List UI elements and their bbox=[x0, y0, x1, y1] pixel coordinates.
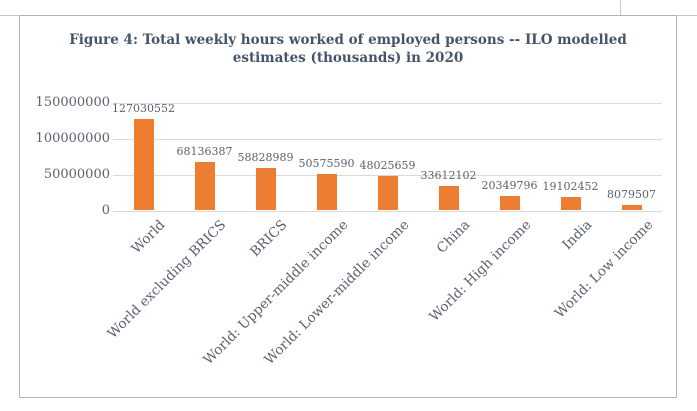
chart-title-line-1: Figure 4: Total weekly hours worked of e… bbox=[69, 32, 627, 48]
data-label-world-upper-middle-income: 50575590 bbox=[298, 157, 355, 171]
bar-india[interactable] bbox=[560, 196, 581, 211]
data-label-brics: 58828989 bbox=[237, 151, 294, 165]
bar-brics[interactable] bbox=[255, 168, 276, 211]
data-label-world-high-income: 20349796 bbox=[481, 178, 538, 192]
x-axis-line bbox=[113, 210, 662, 212]
bar-world-high-income[interactable] bbox=[499, 195, 520, 211]
bar-world-excluding-brics[interactable] bbox=[194, 161, 215, 211]
data-label-china: 33612102 bbox=[420, 169, 477, 183]
data-label-world-excluding-brics: 68136387 bbox=[176, 144, 233, 158]
y-axis-tick-label: 50000000 bbox=[43, 166, 110, 182]
data-label-world-low-income: 8079507 bbox=[607, 187, 656, 201]
data-label-world: 127030552 bbox=[112, 102, 175, 116]
data-label-world-lower-middle-income: 48025659 bbox=[359, 159, 416, 173]
bar-world-upper-middle-income[interactable] bbox=[316, 174, 337, 211]
crop-mark-top-left bbox=[0, 15, 19, 16]
y-axis-tick-label: 0 bbox=[101, 202, 110, 218]
y-gridline bbox=[113, 103, 662, 104]
crop-mark-top-right-vertical bbox=[620, 0, 621, 16]
y-gridline bbox=[113, 138, 662, 140]
bar-world-low-income[interactable] bbox=[621, 204, 642, 211]
bar-world-lower-middle-income[interactable] bbox=[377, 176, 398, 211]
chart-title: Figure 4: Total weekly hours worked of e… bbox=[19, 31, 677, 67]
data-label-india: 19102452 bbox=[542, 179, 599, 193]
y-gridline bbox=[113, 174, 662, 176]
y-axis-tick-label: 150000000 bbox=[35, 95, 110, 110]
crop-mark-top-right-horizontal bbox=[677, 15, 697, 16]
bar-china[interactable] bbox=[438, 186, 459, 211]
bar-world[interactable] bbox=[133, 119, 154, 211]
chart-title-line-2: estimates (thousands) in 2020 bbox=[232, 50, 464, 66]
y-axis-tick-label: 100000000 bbox=[35, 130, 110, 146]
